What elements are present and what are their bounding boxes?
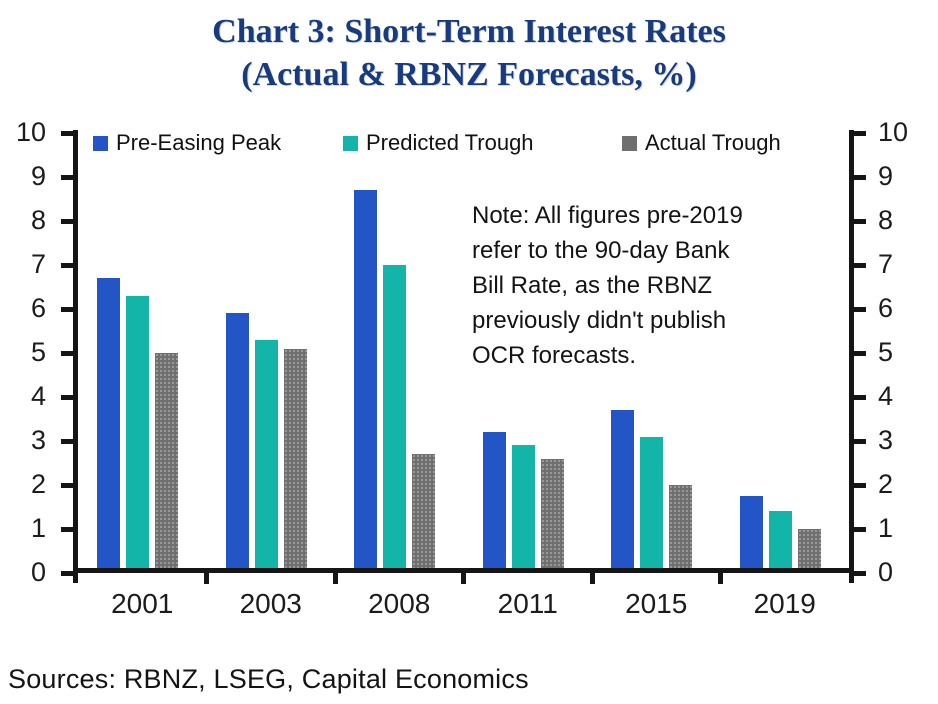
chart-title: Chart 3: Short-Term Interest Rates (Actu… bbox=[0, 10, 938, 96]
y-tick-right bbox=[854, 174, 866, 180]
legend-swatch-teal bbox=[343, 135, 358, 151]
bar-predicted-trough-2008 bbox=[383, 265, 406, 568]
chart-title-line2: (Actual & RBNZ Forecasts, %) bbox=[241, 56, 697, 93]
y-tick-left bbox=[61, 394, 73, 400]
y-axis-right bbox=[849, 130, 854, 583]
y-tick-left bbox=[61, 482, 73, 488]
y-tick-right bbox=[854, 218, 866, 224]
x-boundary-tick bbox=[204, 568, 209, 584]
y-tick-left bbox=[61, 526, 73, 532]
y-tick-label-left: 1 bbox=[30, 513, 46, 543]
bar-predicted-trough-2011 bbox=[512, 445, 535, 568]
y-tick-label-right: 2 bbox=[878, 469, 894, 499]
y-tick-label-right: 4 bbox=[878, 381, 894, 411]
x-boundary-tick bbox=[718, 568, 723, 584]
note-annotation: Note: All figures pre-2019 refer to the 9… bbox=[472, 198, 842, 373]
y-tick-right bbox=[854, 262, 866, 268]
y-tick-label-left: 2 bbox=[30, 469, 46, 499]
bar-pre-easing-peak-2019 bbox=[740, 496, 763, 568]
bar-predicted-trough-2001 bbox=[126, 296, 149, 568]
bar-pre-easing-peak-2015 bbox=[611, 410, 634, 568]
x-tick-label: 2008 bbox=[368, 588, 431, 619]
x-tick-label: 2015 bbox=[625, 588, 688, 619]
bar-predicted-trough-2015 bbox=[640, 437, 663, 568]
y-tick-label-left: 0 bbox=[30, 557, 46, 587]
legend-swatch-gray bbox=[622, 135, 637, 151]
legend-item-pre-easing-peak: Pre-Easing Peak bbox=[93, 130, 282, 155]
chart-title-line1: Chart 3: Short-Term Interest Rates bbox=[212, 13, 726, 50]
y-tick-right bbox=[854, 350, 866, 356]
y-tick-label-left: 7 bbox=[30, 249, 46, 279]
y-tick-label-right: 9 bbox=[878, 161, 894, 191]
legend-label: Actual Trough bbox=[645, 130, 781, 155]
y-tick-right bbox=[854, 130, 866, 136]
bar-pre-easing-peak-2001 bbox=[97, 278, 120, 568]
y-tick-left bbox=[61, 174, 73, 180]
y-tick-left bbox=[61, 350, 73, 356]
x-tick-label: 2019 bbox=[753, 588, 816, 619]
legend-swatch-blue bbox=[93, 135, 108, 151]
bar-actual-trough-2001 bbox=[155, 353, 178, 568]
bar-predicted-trough-2019 bbox=[769, 511, 792, 568]
y-tick-left bbox=[61, 306, 73, 312]
y-tick-left bbox=[61, 130, 73, 136]
y-tick-label-left: 4 bbox=[30, 381, 46, 411]
y-tick-label-right: 1 bbox=[878, 513, 894, 543]
x-tick-label: 2001 bbox=[111, 588, 174, 619]
note-line: Note: All figures pre-2019 bbox=[472, 202, 743, 229]
x-tick-label: 2003 bbox=[239, 588, 302, 619]
y-tick-right bbox=[854, 306, 866, 312]
bar-actual-trough-2003 bbox=[284, 349, 307, 568]
y-tick-label-right: 0 bbox=[878, 557, 894, 587]
y-tick-left bbox=[61, 218, 73, 224]
bar-actual-trough-2008 bbox=[412, 454, 435, 568]
bar-pre-easing-peak-2003 bbox=[226, 313, 249, 568]
y-tick-label-left: 9 bbox=[30, 161, 46, 191]
y-tick-label-right: 7 bbox=[878, 249, 894, 279]
y-tick-label-right: 3 bbox=[878, 425, 894, 455]
y-tick-label-left: 3 bbox=[30, 425, 46, 455]
y-tick-label-right: 10 bbox=[878, 117, 909, 147]
y-tick-label-left: 10 bbox=[15, 117, 46, 147]
y-tick-label-left: 6 bbox=[30, 293, 46, 323]
y-tick-left bbox=[61, 438, 73, 444]
bar-actual-trough-2019 bbox=[798, 529, 821, 568]
bar-pre-easing-peak-2008 bbox=[354, 190, 377, 568]
x-boundary-tick bbox=[589, 568, 595, 584]
y-tick-left bbox=[61, 262, 73, 268]
y-tick-right bbox=[854, 394, 866, 400]
y-tick-right bbox=[854, 482, 866, 488]
legend-label: Predicted Trough bbox=[366, 130, 534, 155]
y-tick-left bbox=[61, 570, 73, 576]
y-tick-label-right: 8 bbox=[878, 205, 894, 235]
x-tick-label: 2011 bbox=[497, 588, 558, 619]
y-tick-label-left: 8 bbox=[30, 205, 46, 235]
bar-actual-trough-2011 bbox=[541, 459, 564, 568]
legend-item-actual-trough: Actual Trough bbox=[622, 130, 781, 155]
note-line: refer to the 90-day Bank bbox=[472, 237, 730, 264]
bar-pre-easing-peak-2011 bbox=[483, 432, 506, 568]
legend-label: Pre-Easing Peak bbox=[116, 130, 282, 155]
bar-predicted-trough-2003 bbox=[255, 340, 278, 568]
y-tick-right bbox=[854, 438, 866, 444]
sources-line: Sources: RBNZ, LSEG, Capital Economics bbox=[8, 664, 529, 694]
x-boundary-tick bbox=[332, 568, 338, 584]
y-tick-label-right: 6 bbox=[878, 293, 894, 323]
y-tick-label-right: 5 bbox=[878, 337, 894, 367]
bar-actual-trough-2015 bbox=[669, 485, 692, 568]
y-tick-right bbox=[854, 526, 866, 532]
legend-item-predicted-trough: Predicted Trough bbox=[343, 130, 534, 155]
y-axis-left bbox=[73, 130, 78, 583]
note-line: OCR forecasts. bbox=[472, 342, 637, 369]
y-tick-right bbox=[854, 570, 866, 576]
y-tick-label-left: 5 bbox=[30, 337, 46, 367]
note-line: previously didn't publish bbox=[472, 307, 727, 334]
note-line: Bill Rate, as the RBNZ bbox=[472, 272, 713, 299]
x-boundary-tick bbox=[461, 568, 466, 584]
